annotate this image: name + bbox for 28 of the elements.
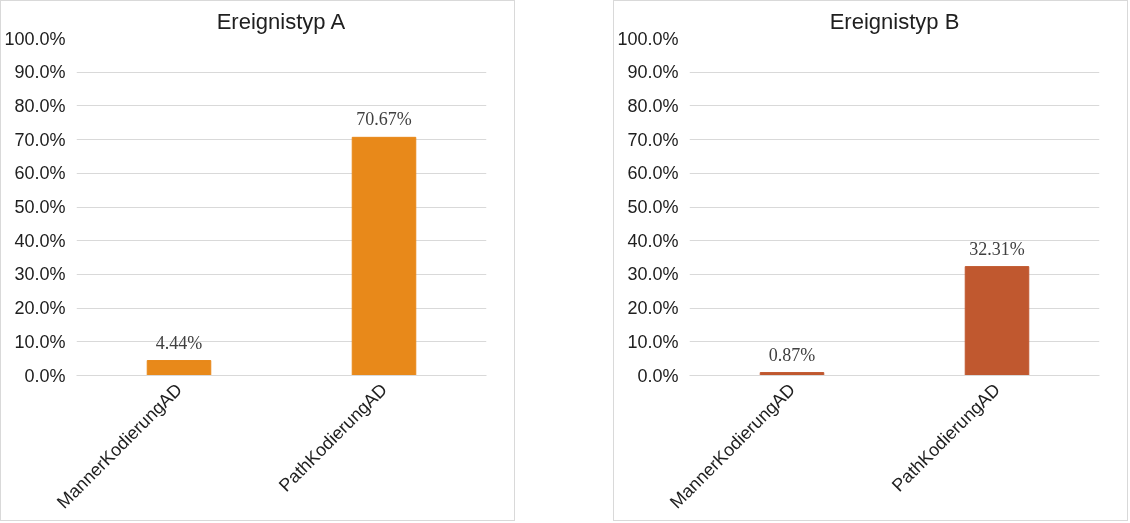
y-tick-label: 40.0% [14,230,66,251]
y-tick-label: 70.0% [14,129,66,150]
y-tick-label: 80.0% [14,95,66,116]
y-tick-label: 0.0% [24,365,66,386]
data-label: 70.67% [356,109,412,130]
y-tick-label: 80.0% [627,95,679,116]
y-tick-label: 100.0% [617,28,679,49]
y-tick-label: 20.0% [627,298,679,319]
y-tick-label: 90.0% [14,62,66,83]
data-label: 4.44% [155,332,203,353]
y-tick-label: 60.0% [627,163,679,184]
chart-title: Ereignistyp B [829,8,960,34]
y-tick-label: 0.0% [637,365,679,386]
y-tick-label: 100.0% [4,28,66,49]
y-tick-label: 30.0% [627,264,679,285]
y-tick-label: 70.0% [627,129,679,150]
y-tick-label: 50.0% [627,197,679,217]
y-tick-label: 90.0% [627,62,679,83]
data-label: 0.87% [768,344,816,365]
chart-title: Ereignistyp A [216,8,346,34]
y-tick-label: 50.0% [14,197,66,217]
y-tick-label: 60.0% [14,163,66,184]
y-tick-label: 40.0% [627,230,679,251]
y-tick-label: 30.0% [14,264,66,285]
y-tick-label: 10.0% [14,331,66,352]
y-tick-label: 10.0% [627,331,679,352]
y-tick-label: 20.0% [14,298,66,319]
data-label: 32.31% [969,238,1025,259]
